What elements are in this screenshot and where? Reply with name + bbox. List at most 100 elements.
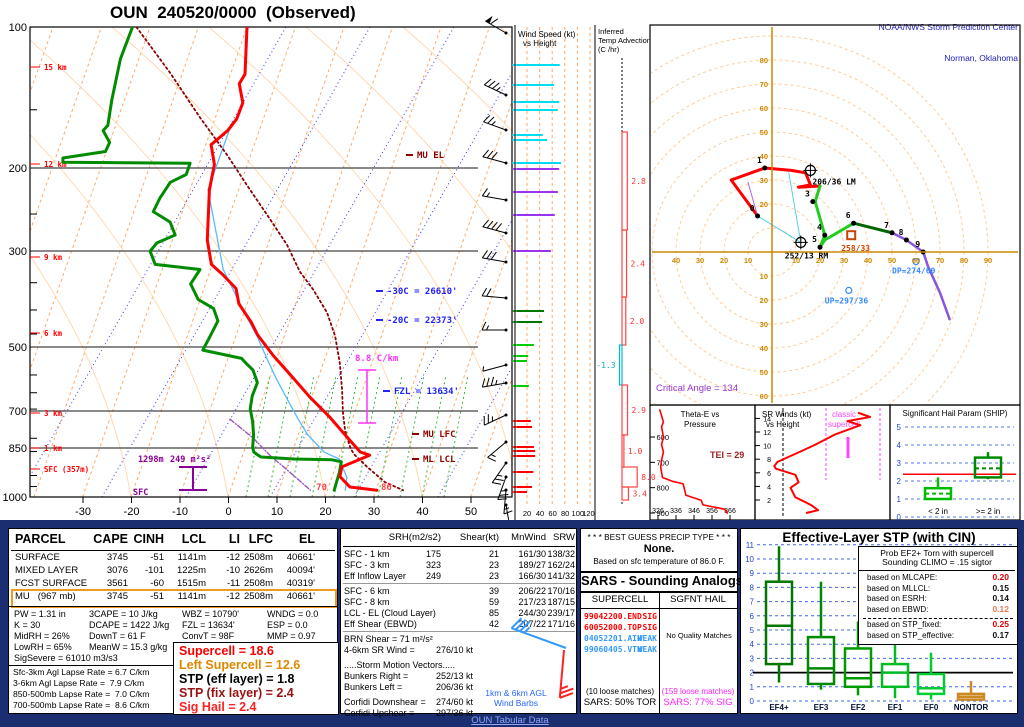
svg-text:(C /hr): (C /hr) [598,45,620,54]
prob-label: based on EBWD: [867,604,929,614]
svg-text:60: 60 [912,256,920,265]
sars-match-strength: SIG [642,612,657,621]
sars-no-match: No Quality Matches [666,631,732,640]
svg-text:366: 366 [724,508,736,515]
prob-title: Sounding CLIMO = .15 sigtor [882,557,992,567]
svg-text:EF0: EF0 [924,703,939,712]
sars-column-divider [659,591,660,713]
svg-text:700: 700 [9,406,27,418]
parcel-cell: -51 [150,591,164,602]
prob-value: 0.12 [992,603,1009,614]
svg-text:800: 800 [656,484,669,493]
svg-text:2: 2 [897,477,902,486]
parcel-cell: 1141m [177,552,206,563]
svg-text:FZL = 13634': FZL = 13634' [394,387,459,397]
agency-line2: Norman, Oklahoma [944,52,1018,63]
parcel-cell: 2508m [243,591,273,602]
svg-text:100: 100 [572,509,585,518]
shear-cell: 166/30 [518,571,546,581]
parcel-cell: 2508m [243,578,273,589]
parcel-cell: 3076 [106,565,128,576]
svg-text:1.0: 1.0 [628,447,643,456]
svg-text:6: 6 [767,471,771,478]
svg-text:5: 5 [812,235,817,244]
svg-text:3: 3 [897,459,902,468]
index-value: WBZ = 10790' [182,609,239,619]
shear-row-name: Eff Inflow Layer [344,571,406,581]
shear-cell: 249 [425,571,441,581]
shear-header: Shear(kt) [459,532,499,543]
svg-text:70: 70 [760,80,768,89]
tornado-probability-box: Prob EF2+ Torn with supercell Sounding CL… [858,546,1018,645]
svg-text:10: 10 [792,256,800,265]
sr-wind-label: 4-6km SR Wind = [344,645,415,655]
svg-text:0: 0 [750,697,755,706]
svg-text:30: 30 [696,256,704,265]
svg-text:2.0: 2.0 [630,317,645,326]
precip-note: Based on sfc temperature of 86.0 F. [593,556,725,566]
sr-wind-value: 276/10 kt [435,645,473,655]
motion-label: Bunkers Right = [344,671,409,681]
svg-text:60: 60 [548,509,556,518]
composite-index-box: Supercell = 18.6 Left Supercell = 12.6 STP… [173,642,339,715]
svg-text:50: 50 [465,506,477,518]
lapse-rate: 700-500mb Lapse Rate = 8.6 C/km [13,700,150,710]
svg-text:3.4: 3.4 [632,490,647,499]
svg-text:2.8: 2.8 [631,177,646,186]
sars-result: SARS: 50% TOR [583,697,657,708]
shear-cell: 189/27 [518,560,546,570]
shear-cell: 21 [488,549,499,559]
svg-text:80: 80 [561,509,569,518]
svg-text:5: 5 [897,423,902,432]
svg-text:4: 4 [750,640,755,649]
svg-text:2.4: 2.4 [631,260,646,269]
svg-text:40: 40 [864,256,872,265]
lapse-rate: 3-6km Agl Lapse Rate = 7.9 C/km [13,678,145,688]
shear-cell: 39 [488,586,499,596]
storm-motion-title: .....Storm Motion Vectors..... [344,660,456,670]
prob-label: based on MLLCL: [867,583,931,593]
svg-text:80: 80 [960,256,968,265]
composite-index: Supercell = 18.6 [179,644,274,658]
svg-text:252/13 RM: 252/13 RM [785,251,829,260]
svg-text:90: 90 [984,256,992,265]
composite-index: Left Supercell = 12.6 [179,658,301,672]
index-value: 3CAPE = 10 J/kg [89,609,158,619]
prob-label: based on ESRH: [867,594,927,603]
shear-cell: 206/22 [518,586,546,596]
svg-text:2.9: 2.9 [632,406,647,415]
sars-match-strength: WEAK [637,634,657,643]
svg-text:60: 60 [760,392,768,401]
tabular-data-link[interactable]: OUN Tabular Data [471,715,549,726]
svg-text:1: 1 [757,156,762,165]
svg-text:-30: -30 [75,506,91,518]
svg-text:20: 20 [816,256,824,265]
svg-text:206/36 LM: 206/36 LM [812,177,856,186]
sars-match-id: 04052201.AIH [584,634,642,643]
parcel-header: CINH [133,532,164,546]
svg-text:50: 50 [760,368,768,377]
svg-text:3: 3 [805,190,810,199]
parcel-cell: 1515m [176,578,206,589]
parcel-cell: 3561 [106,578,128,589]
sars-title: SARS - Sounding Analogs [581,573,744,588]
svg-text:30: 30 [368,506,380,518]
svg-text:supercell: supercell [828,420,860,429]
divider [9,606,337,607]
sr-winds-panel: SR Winds (kt)vs Height2468101214classics… [754,404,891,520]
sars-col-header: SUPERCELL [591,594,649,605]
svg-text:TEI = 29: TEI = 29 [710,450,744,460]
svg-text:1: 1 [897,495,902,504]
svg-text:30: 30 [840,256,848,265]
svg-text:4: 4 [897,441,902,450]
prob-value: 0.15 [992,582,1009,593]
svg-text:249 m²s²: 249 m²s² [170,455,211,465]
svg-text:100: 100 [9,22,27,34]
agency-line1: NOAA/NWS Storm Prediction Center [878,22,1018,33]
svg-text:12: 12 [763,430,771,437]
divider [581,571,737,573]
sars-loose-matches: (10 loose matches) [585,687,655,696]
index-value: MidRH = 26% [14,631,70,641]
svg-text:Pressure: Pressure [684,420,717,429]
